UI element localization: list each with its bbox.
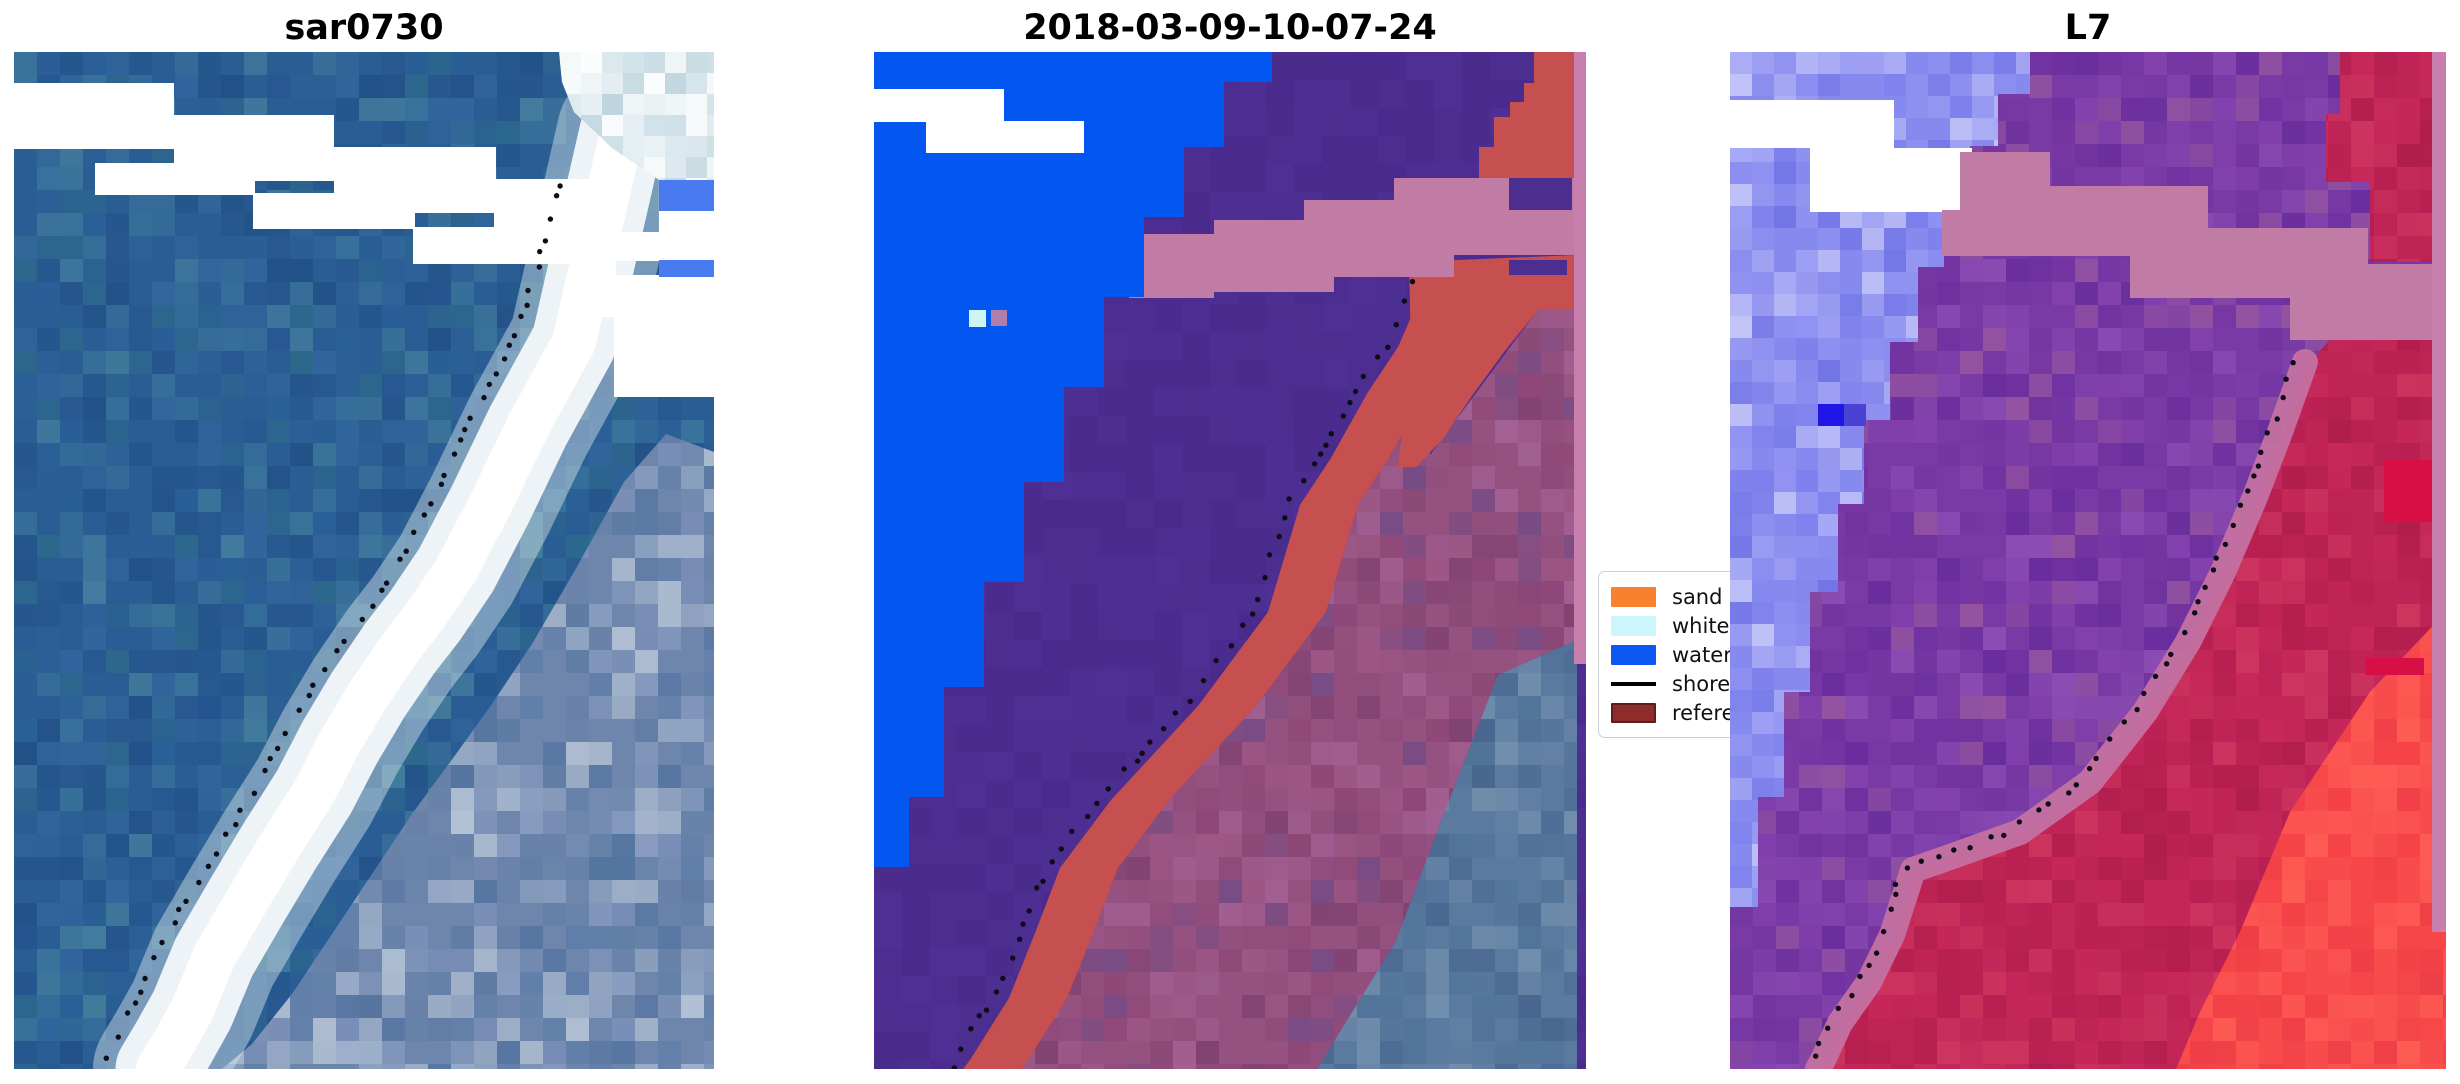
reference-swatch xyxy=(1611,702,1656,723)
panel-title-date: 2018-03-09-10-07-24 xyxy=(1023,8,1437,48)
legend-item-sand: sand xyxy=(1611,582,1819,611)
legend-label: water xyxy=(1672,642,1732,667)
whitewater-swatch xyxy=(1611,615,1656,636)
legend-label: sand xyxy=(1672,584,1723,609)
legend-item-water: water xyxy=(1611,640,1819,669)
panel-image-sar0730 xyxy=(14,52,714,1069)
panel-title-sar: sar0730 xyxy=(284,8,444,48)
shoreline-line-swatch xyxy=(1611,681,1656,686)
water-swatch xyxy=(1611,644,1656,665)
panel-image-l7 xyxy=(1730,52,2446,1069)
panel-title-l7: L7 xyxy=(2064,8,2112,48)
panel-image-classified xyxy=(874,52,1586,1069)
sand-swatch xyxy=(1611,586,1656,607)
